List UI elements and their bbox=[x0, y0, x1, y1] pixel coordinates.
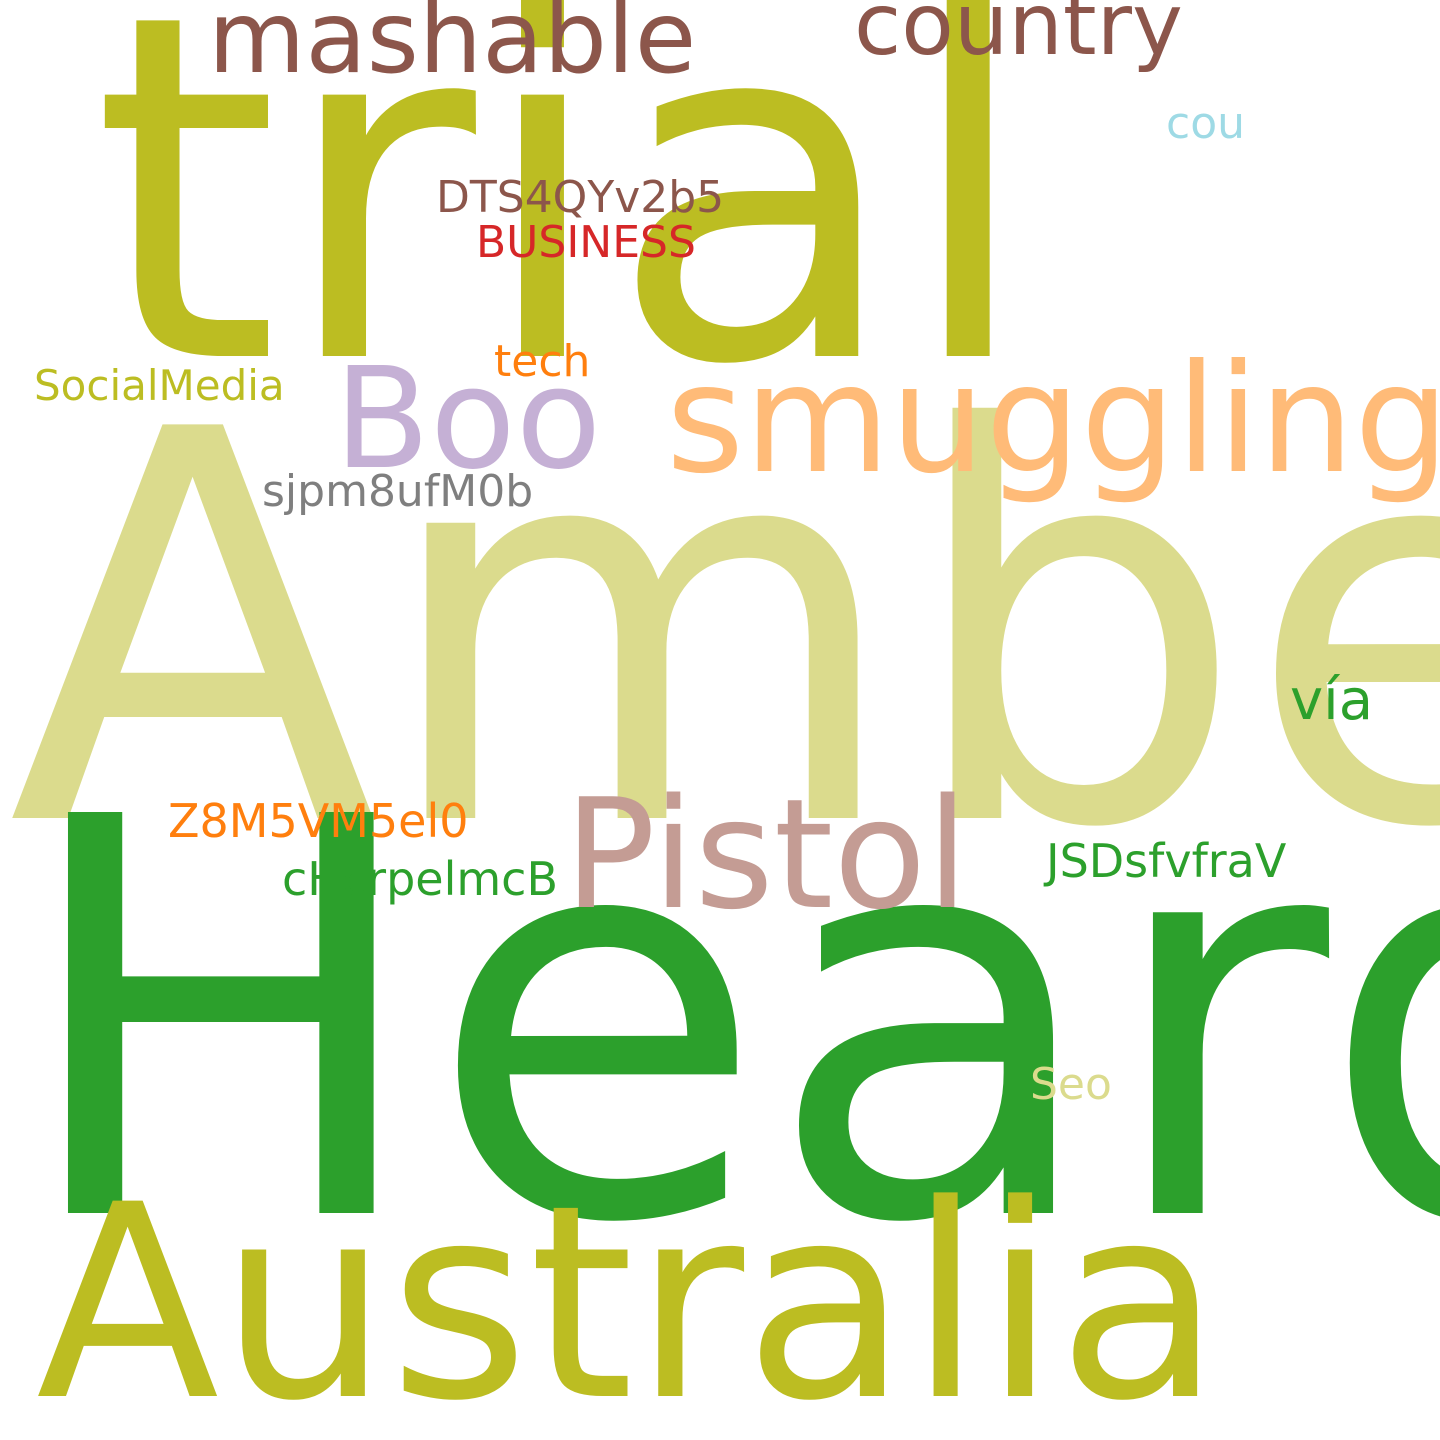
word-pistol: Pistol bbox=[564, 766, 969, 943]
word-chcrpelmcb: cHcrpelmcB bbox=[282, 852, 559, 906]
word-tech: tech bbox=[494, 336, 591, 387]
word-dts4qyv2b5: DTS4QYv2b5 bbox=[436, 172, 725, 223]
word-amber: Amber bbox=[8, 318, 1440, 946]
word-seo: Seo bbox=[1030, 1059, 1112, 1110]
word-boo: Boo bbox=[334, 338, 602, 501]
word-jsdsfvfrav: JSDsfvfraV bbox=[1046, 834, 1287, 888]
word-via: vía bbox=[1290, 668, 1374, 733]
word-country: country bbox=[854, 0, 1183, 75]
word-trial: trial bbox=[92, 0, 1035, 469]
word-cou: cou bbox=[1166, 98, 1245, 149]
word-mashable: mashable bbox=[208, 0, 697, 96]
word-australia: Australia bbox=[36, 1148, 1222, 1440]
word-business: BUSINESS bbox=[476, 217, 696, 268]
word-socialmedia: SocialMedia bbox=[34, 361, 285, 410]
word-smuggling: smuggling bbox=[666, 333, 1440, 507]
word-sjpm8ufm0b: sjpm8ufM0b bbox=[262, 466, 534, 517]
word-z8m5vm5el0: Z8M5VM5el0 bbox=[168, 794, 469, 848]
word-heard: Heard bbox=[14, 702, 1440, 1343]
